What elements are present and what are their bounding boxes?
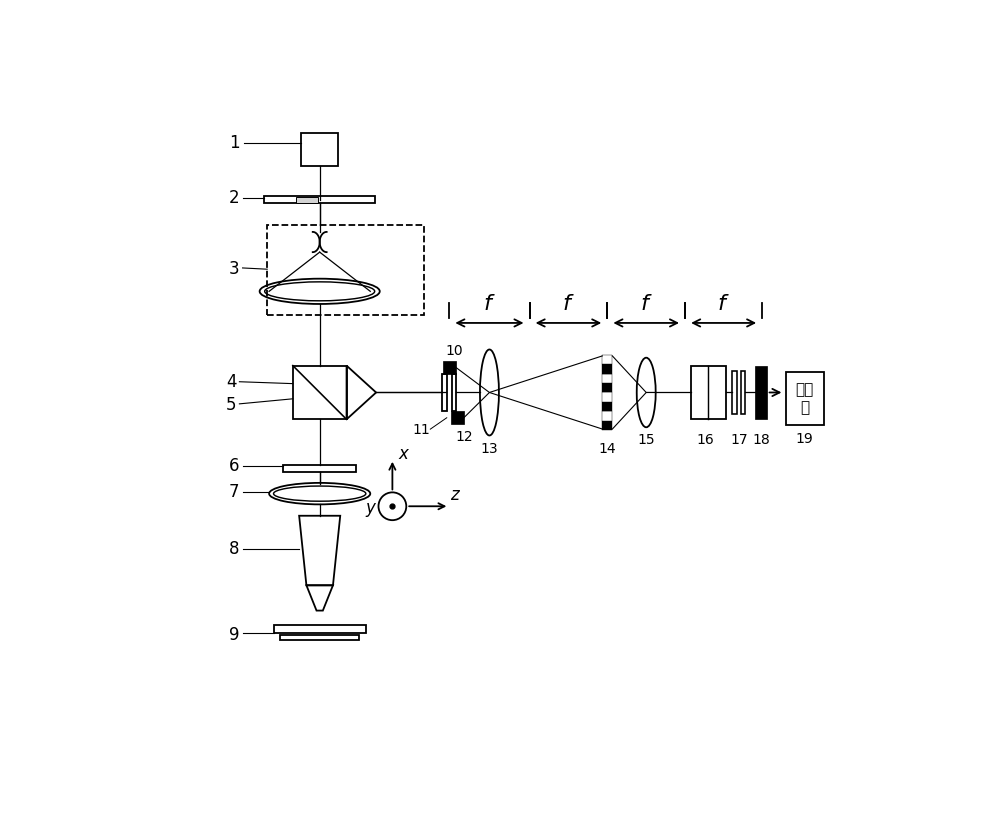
Text: 19: 19 (796, 433, 813, 447)
Text: 1: 1 (229, 134, 240, 152)
Bar (602, 402, 612, 411)
Text: $f$: $f$ (717, 294, 730, 314)
Bar (602, 383, 612, 392)
Text: 9: 9 (229, 626, 240, 644)
Bar (755, 365, 767, 420)
Text: 6: 6 (229, 457, 240, 475)
Text: $f$: $f$ (640, 294, 653, 314)
Bar (442, 374, 447, 411)
Text: 8: 8 (229, 540, 240, 558)
Text: 4: 4 (226, 373, 236, 391)
Text: z: z (450, 486, 459, 504)
Bar (296, 197, 318, 203)
Bar (602, 421, 612, 430)
Text: 12: 12 (455, 429, 473, 443)
Bar (443, 361, 456, 374)
Bar (451, 411, 464, 424)
Bar (264, 196, 375, 203)
Text: 14: 14 (599, 443, 616, 456)
Text: x: x (399, 446, 409, 463)
Bar (280, 635, 359, 640)
Text: 16: 16 (696, 433, 714, 447)
Text: 2: 2 (229, 189, 240, 207)
Text: $f$: $f$ (562, 294, 575, 314)
Text: 17: 17 (730, 433, 748, 447)
Bar (732, 371, 737, 414)
Bar (301, 133, 338, 166)
Bar (602, 392, 612, 402)
Text: y: y (365, 499, 375, 517)
Bar (741, 371, 745, 414)
Text: 计算
机: 计算 机 (795, 383, 814, 415)
Text: 18: 18 (752, 433, 770, 447)
Text: 5: 5 (226, 396, 236, 414)
Bar (786, 372, 824, 425)
Bar (267, 225, 424, 314)
Bar (691, 365, 726, 420)
Bar (602, 411, 612, 421)
Text: 7: 7 (229, 484, 240, 502)
Text: 11: 11 (412, 424, 430, 438)
Bar (293, 365, 347, 420)
Bar (452, 374, 456, 411)
Bar (602, 355, 612, 364)
Text: 15: 15 (637, 433, 655, 447)
Bar (274, 625, 366, 633)
Text: 3: 3 (229, 260, 240, 278)
Text: $f$: $f$ (483, 294, 496, 314)
Bar (602, 374, 612, 383)
Text: 13: 13 (481, 443, 498, 456)
Bar (602, 364, 612, 374)
Bar (283, 466, 356, 471)
Text: 10: 10 (446, 344, 463, 359)
